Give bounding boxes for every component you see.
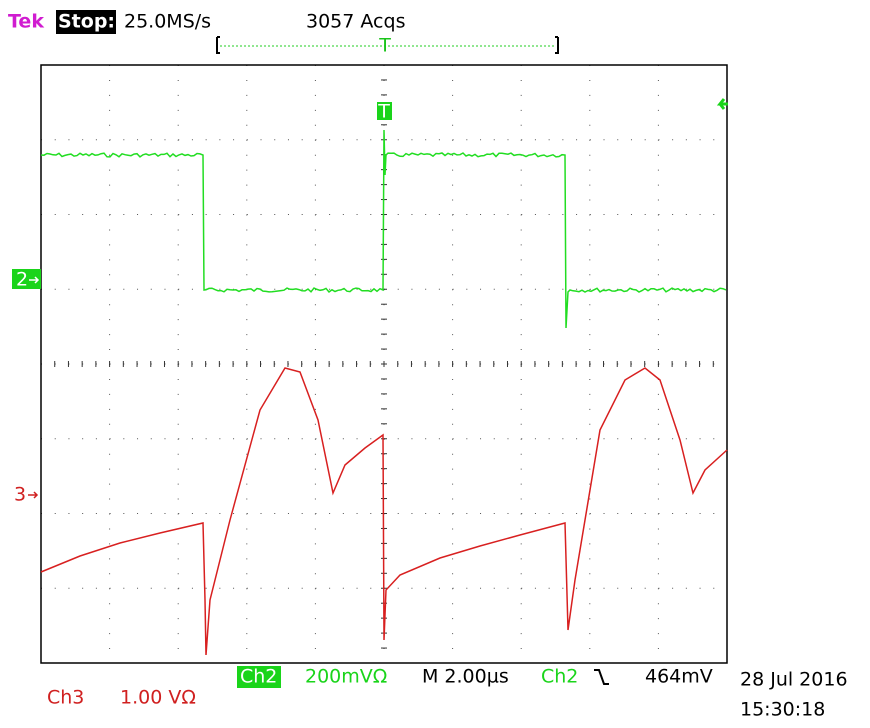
ch2-marker: 2 [16, 269, 28, 291]
record-brackets [216, 36, 559, 54]
trigger-marker-box [377, 102, 392, 120]
trigger-position: T [378, 35, 391, 57]
acquisitions: 3057 Acqs [306, 11, 405, 33]
timebase: M 2.00µs [422, 666, 509, 688]
ch2-arrow [29, 276, 40, 284]
ch2-label-box [237, 666, 281, 688]
trigger-level-arrow [716, 98, 728, 110]
ch2-marker-box [12, 269, 41, 289]
sample-rate: 25.0MS/s [124, 11, 211, 33]
ch3-scale: 1.00 VΩ [120, 687, 196, 709]
trigger-source: Ch2 [541, 666, 578, 688]
trigger-level: 464mV [645, 666, 713, 688]
ch2-waveform [40, 129, 727, 329]
ch3-marker: 3 [14, 484, 26, 506]
falling-edge-icon [594, 669, 609, 685]
time: 15:30:18 [740, 699, 825, 721]
state: Stop: [58, 11, 115, 33]
ch3-waveform [40, 367, 728, 656]
date: 28 Jul 2016 [740, 669, 848, 691]
graticule-border [40, 64, 728, 664]
ch3-label: Ch3 [47, 687, 84, 709]
ch2-scale: 200mVΩ [305, 666, 387, 688]
trigger-marker: T [377, 101, 390, 123]
state-box [56, 10, 116, 34]
ch2-label: Ch2 [240, 666, 277, 688]
ch3-arrow [28, 491, 39, 499]
brand: Tek [8, 11, 44, 33]
